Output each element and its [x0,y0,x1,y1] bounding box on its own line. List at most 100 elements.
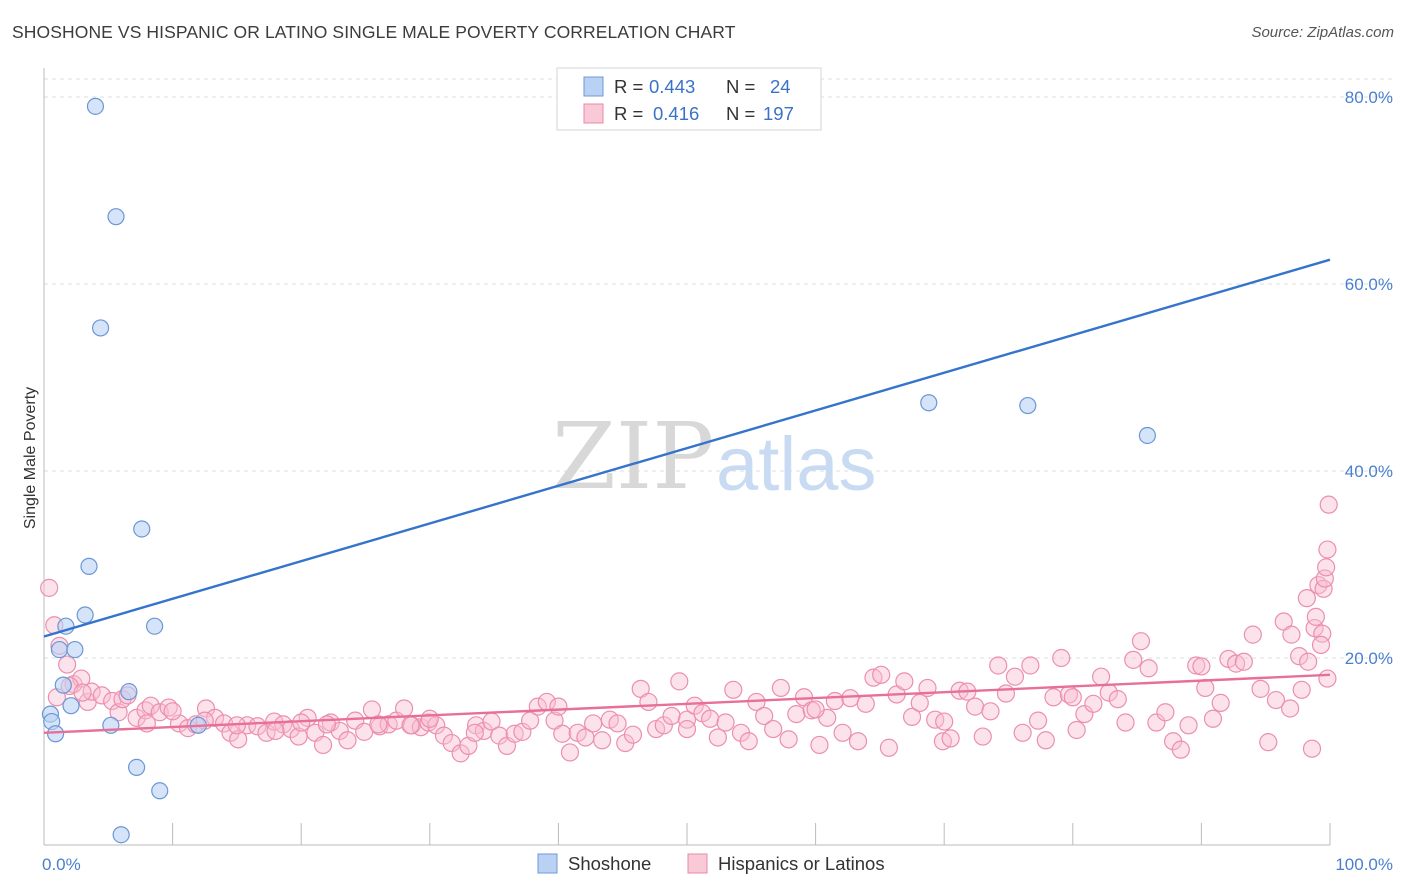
data-point-hispanic [1243,625,1262,644]
data-point-hispanic [205,708,225,727]
data-point-hispanic [1171,740,1190,759]
data-point-hispanic [521,711,540,730]
data-point-shoshone [62,697,80,715]
data-point-hispanic [902,707,922,727]
legend-n-value-2: 197 [763,103,794,124]
data-point-hispanic [779,730,798,749]
data-point-hispanic [935,712,954,731]
data-point-hispanic [787,704,806,724]
x-tick-labels: 0.0% 100.0% [42,855,1393,874]
data-point-hispanic [1311,635,1331,655]
data-point-hispanic [549,697,568,716]
data-point-shoshone [1019,396,1037,415]
data-point-hispanic [150,703,169,722]
data-point-hispanic [459,736,478,755]
data-point-shoshone [151,782,169,800]
data-point-hispanic [771,678,790,698]
data-point-hispanic [1005,667,1025,686]
bottom-legend-hispanic: Hispanics or Latinos [718,853,885,874]
legend-n-label-2: N = [726,103,755,124]
data-point-hispanic [229,730,248,749]
data-point-hispanic [1052,648,1071,668]
data-point-hispanic [739,732,758,751]
data-point-hispanic [1036,731,1055,750]
data-point-hispanic [1317,558,1336,577]
data-point-hispanic [825,691,844,711]
data-point-hispanic [401,716,420,735]
legend-r-label-2: R = [614,103,643,124]
x-tick-label: 100.0% [1335,855,1393,874]
data-point-hispanic [465,723,484,742]
data-point-hispanic [420,709,439,728]
data-point-hispanic [654,716,673,735]
legend-swatch-shoshone [583,76,604,97]
data-point-hispanic [1044,688,1063,707]
data-point-hispanic [848,732,868,751]
data-point-shoshone [50,640,69,659]
data-point-hispanic [1028,711,1048,730]
legend-box: R = 0.443 N = 24 R = 0.416 N = 197 [556,67,822,131]
legend-swatch-hispanic [583,103,604,124]
data-point-hispanic [451,744,470,763]
data-point-hispanic [1156,703,1175,722]
data-point-hispanic [996,684,1016,703]
data-point-hispanic [394,699,414,718]
data-point-hispanic [58,655,77,674]
data-point-hispanic [1139,659,1158,678]
y-axis-label: Single Male Poverty [22,387,39,529]
data-point-hispanic [553,724,572,743]
data-point-hispanic [685,696,704,715]
data-point-hispanic [981,702,1000,721]
legend-n-value-1: 24 [770,76,791,97]
data-point-shoshone [107,208,125,226]
data-point-hispanic [40,578,59,597]
grid-lines [44,78,1392,659]
data-point-hispanic [92,686,111,705]
data-point-hispanic [1299,652,1318,671]
data-point-hispanic [73,683,92,702]
data-point-hispanic [926,710,945,729]
data-point-hispanic [639,692,658,712]
data-point-shoshone [80,557,98,575]
data-point-hispanic [338,731,357,750]
data-point-hispanic [141,696,160,715]
data-point-hispanic [1187,656,1206,675]
data-point-hispanic [1292,680,1311,699]
data-point-hispanic [584,714,603,733]
trend-line-shoshone [43,258,1331,638]
data-point-hispanic [1259,733,1278,752]
data-point-hispanic [670,672,689,691]
data-point-shoshone [86,97,105,115]
data-point-hispanic [1297,589,1316,608]
legend-r-value-2: 0.416 [653,103,699,124]
data-point-shoshone [920,394,938,412]
data-point-hispanic [1108,690,1127,709]
data-point-hispanic [1281,699,1300,718]
data-point-hispanic [1306,607,1325,626]
data-point-hispanic [724,680,743,699]
data-point-hispanic [701,709,720,728]
data-point-hispanic [872,665,891,684]
data-point-hispanic [1203,709,1223,728]
data-point-hispanic [369,715,388,734]
legend-r-value-1: 0.443 [649,76,695,97]
data-point-hispanic [163,702,182,721]
data-point-hispanic [1196,678,1215,698]
data-point-hispanic [593,731,612,750]
data-point-shoshone [127,758,146,776]
data-point-hispanic [833,723,852,742]
data-point-hispanic [1075,704,1094,724]
data-point-hispanic [895,672,914,691]
data-point-hispanic [973,727,992,746]
data-point-hispanic [1319,495,1338,514]
trend-line-hispanic [43,673,1331,734]
source-label: Source: ZipAtlas.com [1251,24,1394,41]
data-point-shoshone [145,617,164,635]
data-point-hispanic [1013,723,1032,742]
data-point-hispanic [1124,650,1143,669]
data-point-shoshone [54,676,72,694]
bottom-legend-swatch-hispanic [687,853,708,874]
data-point-shoshone [1138,426,1156,445]
watermark-zip: ZIP [552,403,714,510]
